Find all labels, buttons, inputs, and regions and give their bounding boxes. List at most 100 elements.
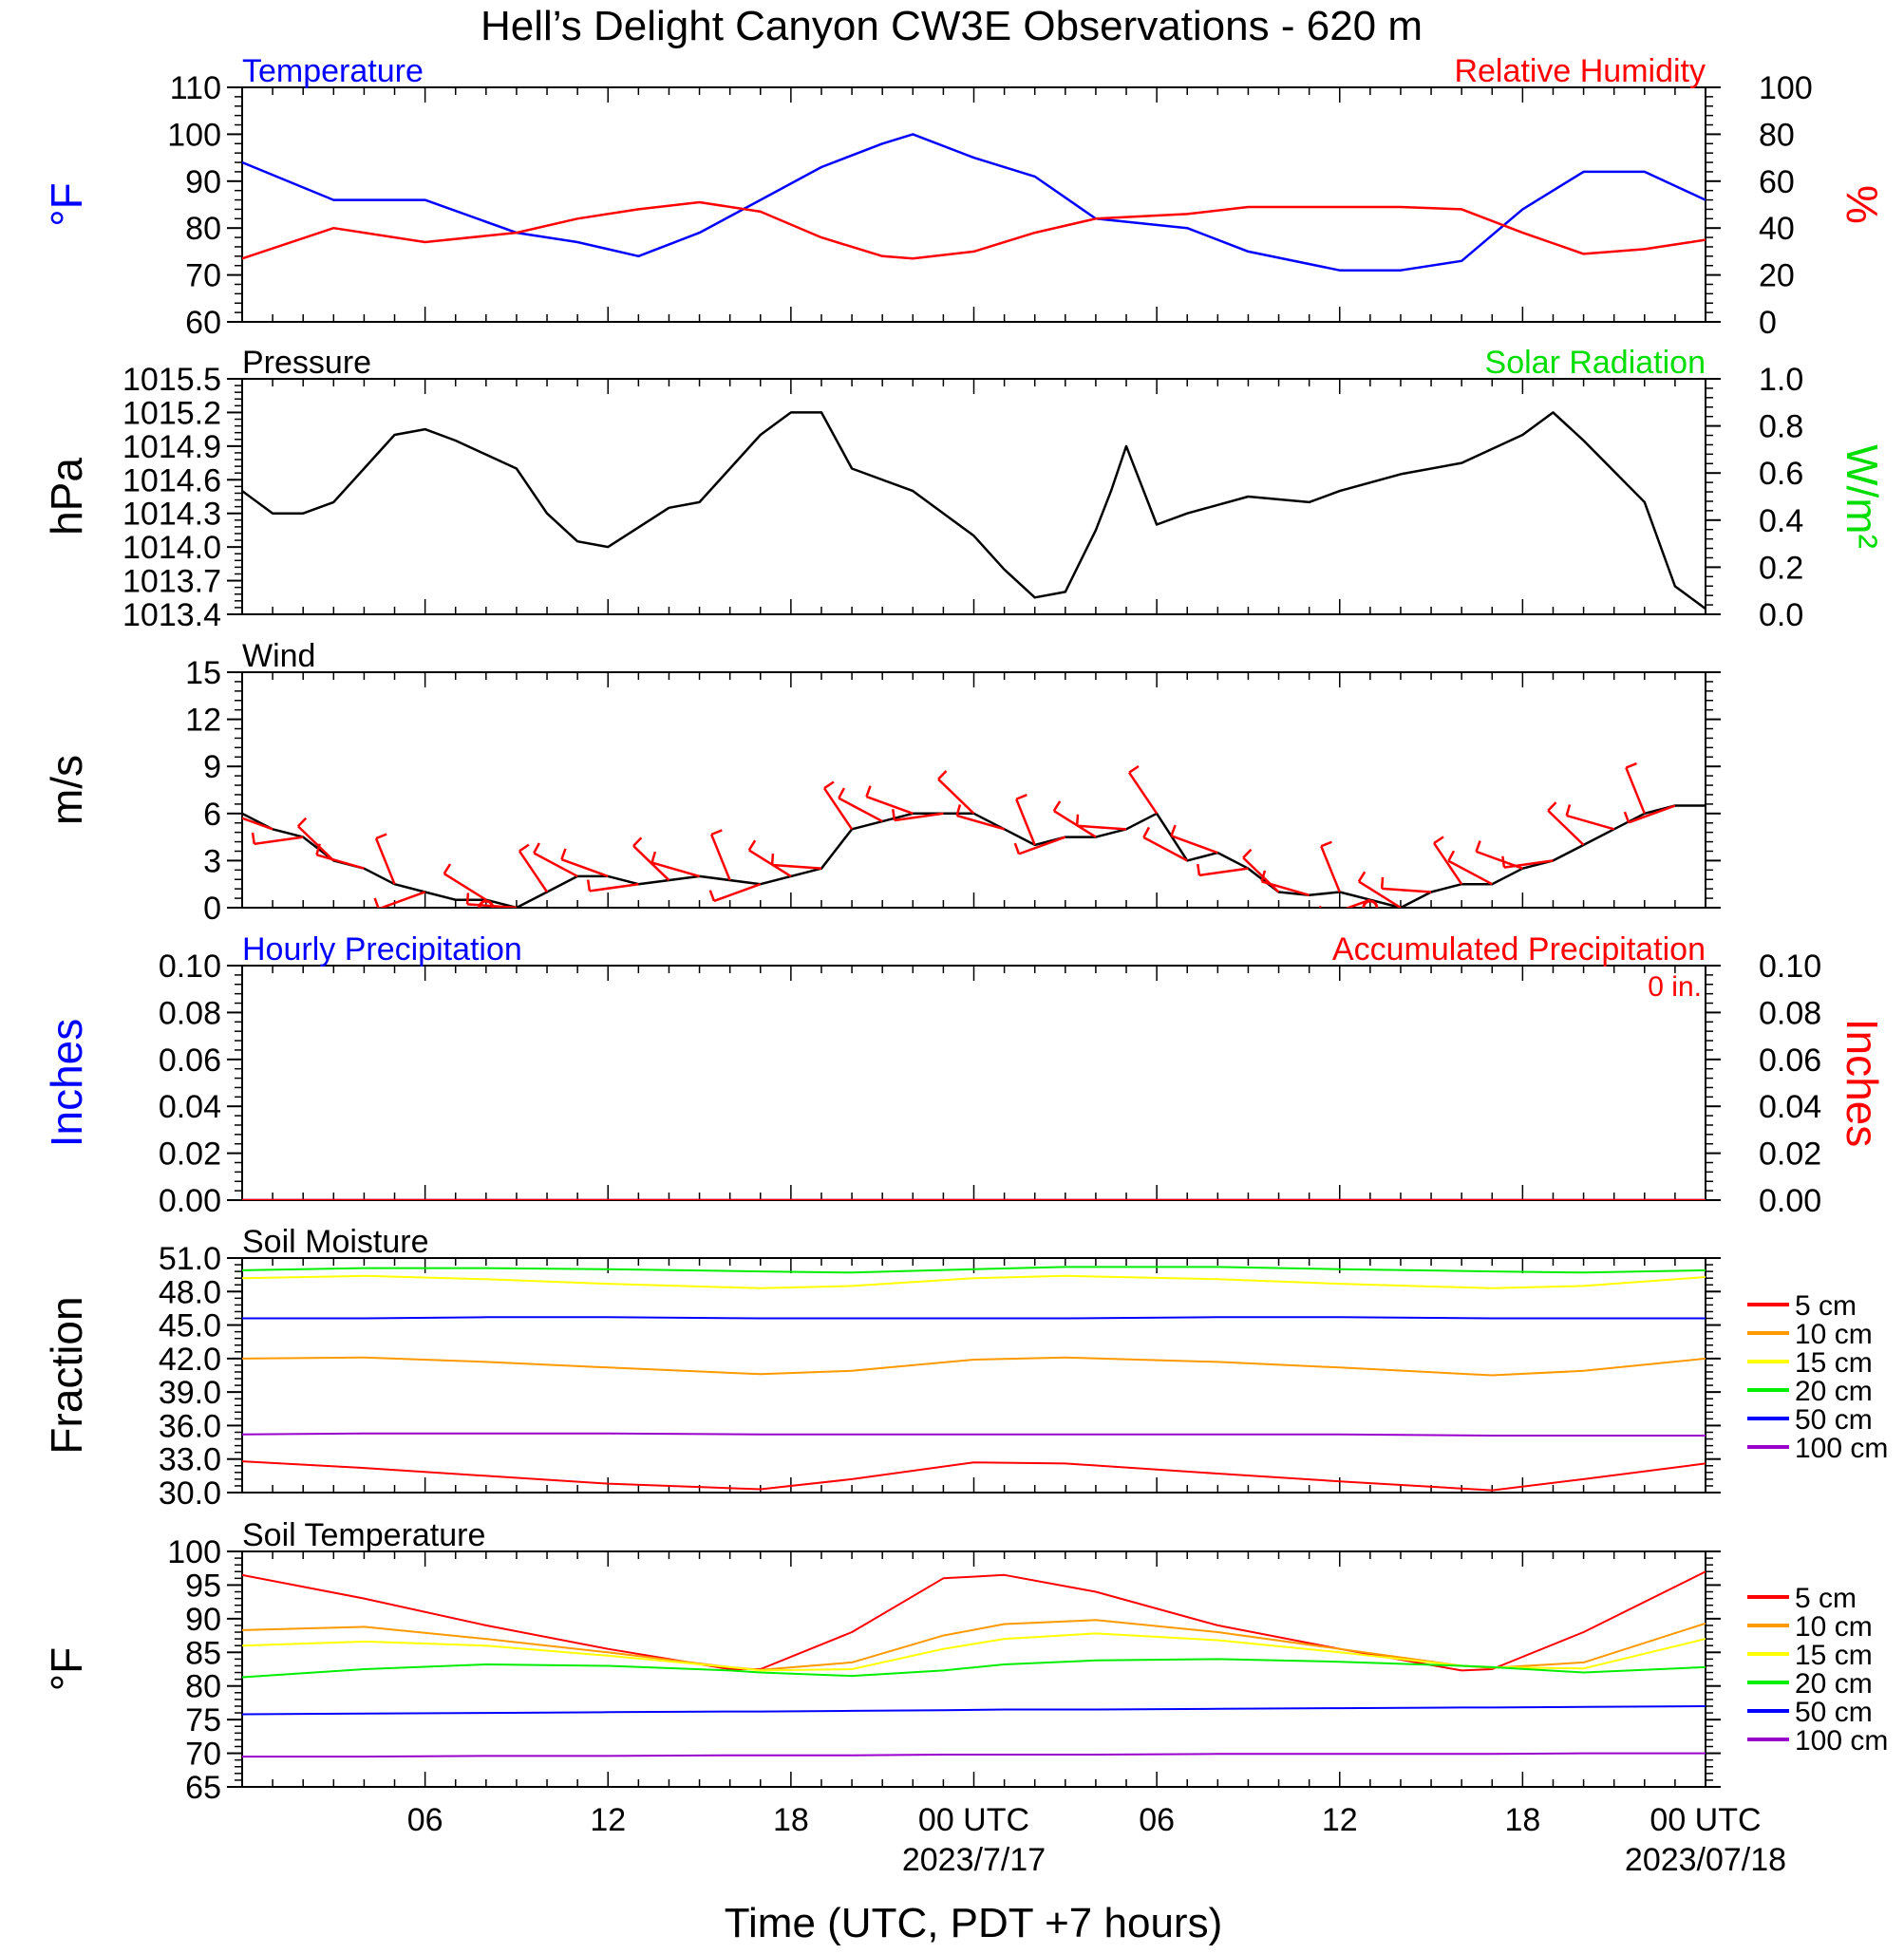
wind-barb: [1053, 809, 1097, 838]
wind-barb-flag: [891, 808, 896, 821]
x-date-label: 2023/07/18: [1625, 1842, 1786, 1878]
y-tick-label-right: 0.6: [1759, 456, 1803, 492]
y-tick-label-right: 0: [1759, 305, 1777, 341]
series-line-0: [242, 1460, 1706, 1492]
plot-frame: [241, 671, 1706, 909]
series-group: [242, 133, 1706, 272]
wind-barb-flag: [373, 897, 380, 908]
y-axis-label-right: W/m²: [1838, 444, 1887, 549]
wind-barb-flag: [1197, 863, 1201, 876]
y-tick-label-right: 0.0: [1759, 597, 1803, 633]
series-line-0: [242, 411, 1706, 611]
series-group: [242, 761, 1706, 908]
y-tick-label-left: 90: [185, 1602, 221, 1638]
y-tick-label-left: 45.0: [159, 1308, 221, 1344]
y-tick-label-left: 51.0: [159, 1241, 221, 1277]
panel-temp_rh: 110 100 90 80 70 60 100 80 60 40 20 0 Temperature Rel…: [42, 53, 1887, 341]
y-tick-label-left: 65: [185, 1770, 221, 1806]
y-tick-label-right: 0.08: [1759, 995, 1821, 1031]
x-tick-label: 00 UTC: [1650, 1802, 1761, 1838]
wind-barb-flag: [1501, 855, 1506, 868]
y-axis-label-left: °F: [42, 1647, 91, 1692]
wind-barb: [242, 817, 273, 831]
y-tick-label-left: 48.0: [159, 1274, 221, 1310]
wind-barb-flag: [1320, 840, 1332, 848]
wind-barb-flag: [443, 863, 452, 874]
wind-barb: [748, 849, 792, 877]
legend-label: 5 cm: [1795, 1583, 1857, 1614]
y-tick-label-right: 0.10: [1759, 949, 1821, 985]
legend-label: 15 cm: [1795, 1347, 1873, 1379]
y-tick-label-left: 9: [203, 749, 221, 785]
panel-title-left: Temperature: [242, 53, 424, 89]
wind-barb-flag: [1475, 840, 1481, 853]
wind-barb-flag: [823, 780, 835, 790]
wind-barb-flag: [1565, 804, 1572, 817]
legend-label: 5 cm: [1795, 1290, 1857, 1322]
x-tick-label: 18: [773, 1802, 809, 1838]
wind-barb-flag: [315, 843, 321, 855]
wind-barb-flag: [1170, 824, 1177, 836]
wind-barb-flag: [465, 892, 470, 905]
wind-barb: [1382, 887, 1432, 893]
y-tick-label-left: 1014.3: [123, 497, 221, 533]
legend-label: 50 cm: [1795, 1697, 1873, 1728]
wind-barb: [713, 883, 762, 903]
wind-barb: [1345, 898, 1371, 908]
y-tick-label-left: 95: [185, 1568, 221, 1604]
legend-label: 10 cm: [1795, 1611, 1873, 1643]
y-tick-label-left: 0.02: [159, 1137, 221, 1173]
y-tick-label-right: 0.4: [1759, 503, 1803, 539]
y-tick-label-left: 1014.0: [123, 530, 221, 566]
y-tick-label-left: 15: [185, 655, 221, 691]
legend-label: 15 cm: [1795, 1640, 1873, 1671]
wind-barb: [1261, 880, 1310, 896]
wind-barb-flag: [1013, 842, 1021, 855]
wind-barb-flag: [586, 879, 592, 892]
x-tick-label: 12: [590, 1802, 626, 1838]
y-tick-label-left: 0.08: [159, 995, 221, 1031]
series-line-1: [242, 1356, 1706, 1377]
wind-barb: [374, 837, 396, 885]
wind-barb: [710, 834, 731, 881]
wind-barb: [1503, 859, 1554, 869]
panel-wind: 15 12 9 6 3 0 Wind m/s: [42, 638, 1721, 927]
y-tick-label-left: 39.0: [159, 1375, 221, 1411]
y-tick-label-right: 20: [1759, 258, 1795, 294]
wind-barb: [533, 852, 578, 878]
legend-label: 100 cm: [1795, 1725, 1888, 1757]
series-group: [242, 411, 1706, 611]
y-tick-label-left: 1013.4: [123, 597, 221, 633]
wind-barb-flag: [708, 890, 716, 902]
y-tick-label-left: 1015.5: [123, 362, 221, 398]
y-tick-label-right: 1.0: [1759, 362, 1803, 398]
figure-title: Hell’s Delight Canyon CW3E Observations …: [481, 3, 1423, 49]
y-axis-label-left: Fraction: [42, 1296, 91, 1454]
wind-barb: [1077, 824, 1127, 831]
y-tick-label-right: 0.2: [1759, 550, 1803, 586]
legend-label: 100 cm: [1795, 1433, 1888, 1464]
y-tick-label-left: 70: [185, 1737, 221, 1773]
wind-barb: [838, 797, 883, 823]
wind-barb-flag: [1128, 764, 1140, 774]
y-tick-label-left: 70: [185, 258, 221, 294]
wind-barb: [254, 836, 304, 846]
panel-title-left: Soil Temperature: [242, 1517, 485, 1553]
x-date-label: 2023/7/17: [902, 1842, 1046, 1878]
wind-barb: [1018, 836, 1066, 855]
wind-barb-flag: [1075, 814, 1080, 826]
plot-frame: [241, 86, 1706, 323]
panel-precip: 0.10 0.08 0.06 0.04 0.02 0.00 0.10 0.08 0.06 0.04…: [42, 931, 1887, 1219]
y-tick-label-left: 1014.9: [123, 429, 221, 465]
series-line-0: [242, 133, 1706, 272]
wind-barb: [1433, 842, 1463, 885]
wind-barb: [1198, 867, 1249, 877]
wind-barb: [560, 857, 609, 878]
series-line-1: [242, 200, 1706, 260]
y-axis-label-left: Inches: [42, 1019, 91, 1148]
legend-label: 10 cm: [1795, 1319, 1873, 1350]
wind-barb: [443, 873, 487, 901]
wind-barb: [1015, 799, 1036, 846]
wind-barb-flag: [770, 853, 775, 866]
